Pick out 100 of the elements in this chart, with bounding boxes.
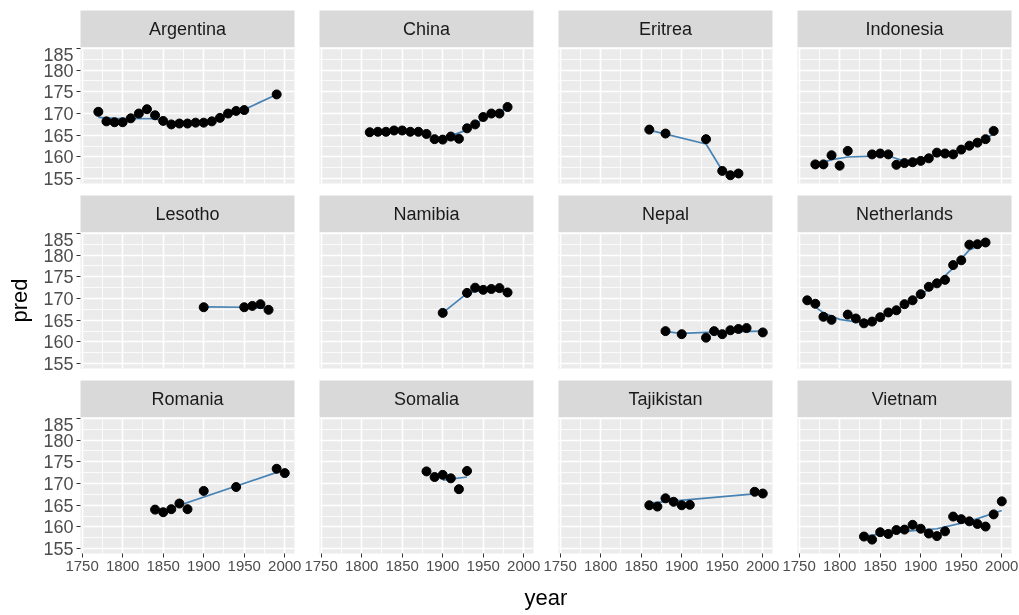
point <box>956 255 967 266</box>
point <box>141 104 152 115</box>
chart-title: Nepal <box>641 204 690 224</box>
point <box>117 117 128 128</box>
point <box>883 307 894 318</box>
x-tick-label: 1900 <box>665 556 699 574</box>
point <box>429 472 440 483</box>
point <box>891 525 902 536</box>
point <box>826 314 837 325</box>
point <box>101 116 112 127</box>
point <box>660 493 671 504</box>
point <box>891 159 902 170</box>
point <box>462 465 473 476</box>
y-tick-label: 175 <box>43 267 74 288</box>
y-tick-label: 160 <box>43 332 74 353</box>
point <box>150 504 161 515</box>
point <box>109 117 120 128</box>
point <box>842 309 853 320</box>
point <box>133 108 144 119</box>
x-axis-title: year <box>524 585 568 610</box>
x-tick-label: 1850 <box>624 556 658 574</box>
point <box>413 126 424 137</box>
point <box>923 281 934 292</box>
point <box>421 128 432 139</box>
y-tick-label: 165 <box>43 495 74 516</box>
point <box>956 144 967 155</box>
point <box>182 118 193 129</box>
point <box>405 126 416 137</box>
point <box>502 102 513 113</box>
point <box>725 170 736 181</box>
point <box>462 123 473 134</box>
point <box>470 119 481 130</box>
point <box>652 501 663 512</box>
point <box>494 108 505 119</box>
point <box>158 507 169 518</box>
point <box>676 329 687 340</box>
point <box>701 134 712 145</box>
point <box>826 150 837 161</box>
point <box>717 165 728 176</box>
point <box>660 128 671 139</box>
point <box>883 528 894 539</box>
point <box>931 278 942 289</box>
chart-title: Indonesia <box>865 19 945 39</box>
point <box>948 260 959 271</box>
point <box>757 488 768 499</box>
point <box>437 134 448 145</box>
point <box>502 287 513 298</box>
x-tick-label: 1750 <box>782 556 816 574</box>
point <box>907 157 918 168</box>
point <box>364 127 375 138</box>
x-tick-label: 2000 <box>268 556 302 574</box>
point <box>445 473 456 484</box>
chart-title: Netherlands <box>855 204 954 224</box>
chart-title: Eritrea <box>638 19 693 39</box>
point <box>948 149 959 160</box>
point <box>741 323 752 334</box>
x-tick-label: 1850 <box>863 556 897 574</box>
point <box>182 504 193 515</box>
point <box>644 500 655 511</box>
point <box>125 113 136 124</box>
point <box>486 108 497 119</box>
point <box>445 131 456 142</box>
point <box>166 119 177 130</box>
point <box>988 125 999 136</box>
point <box>453 484 464 495</box>
point <box>875 312 886 323</box>
point <box>818 159 829 170</box>
point <box>923 528 934 539</box>
chart-title: Somalia <box>393 389 460 409</box>
point <box>972 239 983 250</box>
point <box>644 124 655 135</box>
point <box>899 524 910 535</box>
y-tick-label: 165 <box>43 125 74 146</box>
x-tick-label: 1900 <box>426 556 460 574</box>
point <box>198 117 209 128</box>
point <box>668 496 679 507</box>
x-tick-label: 1750 <box>304 556 338 574</box>
point <box>437 307 448 318</box>
point <box>158 115 169 126</box>
x-tick-label: 1800 <box>105 556 140 574</box>
point <box>899 299 910 310</box>
point <box>964 516 975 527</box>
point <box>850 313 861 324</box>
point <box>948 511 959 522</box>
y-tick-label: 160 <box>43 147 74 168</box>
point <box>437 469 448 480</box>
point <box>231 482 242 493</box>
point <box>174 498 185 509</box>
chart-title: Namibia <box>393 204 461 224</box>
point <box>915 523 926 534</box>
point <box>684 499 695 510</box>
point <box>701 332 712 343</box>
y-tick-label: 160 <box>43 517 74 538</box>
point <box>867 316 878 327</box>
x-tick-label: 1800 <box>583 556 618 574</box>
point <box>931 147 942 158</box>
point <box>931 531 942 542</box>
y-tick-label: 170 <box>43 289 74 310</box>
point <box>810 159 821 170</box>
point <box>972 137 983 148</box>
